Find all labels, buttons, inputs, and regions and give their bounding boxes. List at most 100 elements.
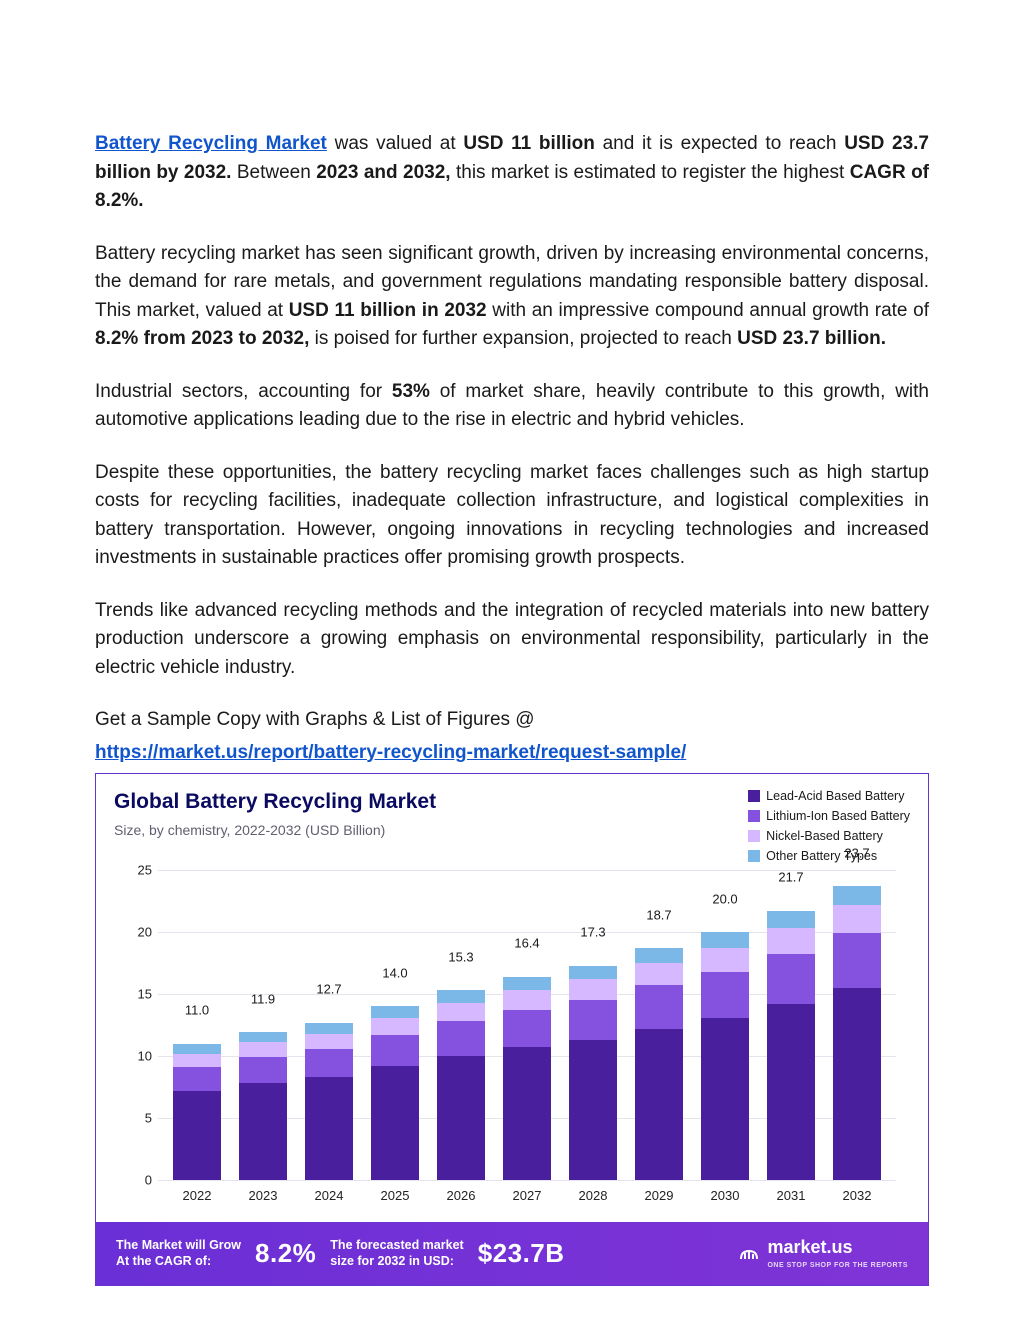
bar-column: 17.3: [569, 966, 617, 1180]
text: with an impressive compound annual growt…: [487, 300, 929, 321]
xtick-label: 2024: [305, 1186, 353, 1206]
bar-column: 16.4: [503, 977, 551, 1180]
para-4: Despite these opportunities, the battery…: [95, 459, 929, 573]
bar-value-label: 20.0: [712, 889, 737, 909]
legend-label: Lithium-Ion Based Battery: [766, 806, 910, 826]
xtick-label: 2032: [833, 1186, 881, 1206]
chart-subtitle: Size, by chemistry, 2022-2032 (USD Billi…: [114, 820, 436, 841]
brand-icon: [737, 1241, 761, 1265]
chart-legend: Lead-Acid Based BatteryLithium-Ion Based…: [748, 786, 910, 866]
bar-segment: [767, 911, 815, 928]
brand-name: market.us: [767, 1234, 908, 1261]
footer-size-value: $23.7B: [478, 1234, 565, 1273]
bar-segment: [833, 988, 881, 1180]
chart-xaxis: 2022202320242025202620272028202920302031…: [114, 1180, 910, 1216]
chart-plot: 051015202511.011.912.714.015.316.417.318…: [158, 870, 896, 1180]
bar-segment: [305, 1049, 353, 1078]
legend-item: Nickel-Based Battery: [748, 826, 910, 846]
para-5: Trends like advanced recycling methods a…: [95, 597, 929, 683]
bar-segment: [503, 977, 551, 991]
xtick-label: 2023: [239, 1186, 287, 1206]
bar-segment: [305, 1023, 353, 1034]
text: Between: [231, 162, 316, 183]
ytick-label: 15: [126, 984, 152, 1004]
bar-column: 11.9: [239, 1032, 287, 1180]
xtick-label: 2029: [635, 1186, 683, 1206]
text-bold: 8.2% from 2023 to 2032,: [95, 328, 309, 349]
ytick-label: 0: [126, 1170, 152, 1190]
bar-value-label: 14.0: [382, 963, 407, 983]
ytick-label: 10: [126, 1046, 152, 1066]
text-bold: 2023 and 2032,: [316, 162, 450, 183]
xtick-label: 2031: [767, 1186, 815, 1206]
bar-value-label: 12.7: [316, 980, 341, 1000]
legend-swatch: [748, 790, 760, 802]
link-sample-url[interactable]: https://market.us/report/battery-recycli…: [95, 742, 686, 763]
legend-swatch: [748, 850, 760, 862]
bar-segment: [437, 1056, 485, 1180]
xtick-label: 2030: [701, 1186, 749, 1206]
bar-segment: [701, 948, 749, 972]
xtick-label: 2026: [437, 1186, 485, 1206]
legend-swatch: [748, 830, 760, 842]
ytick-label: 25: [126, 860, 152, 880]
bar-segment: [371, 1018, 419, 1035]
ytick-label: 5: [126, 1108, 152, 1128]
bar-segment: [503, 1010, 551, 1047]
text-bold: USD 23.7 billion.: [737, 328, 886, 349]
bar-column: 14.0: [371, 1006, 419, 1180]
bar-segment: [437, 1021, 485, 1056]
legend-item: Other Battery Types: [748, 846, 910, 866]
bar-segment: [371, 1006, 419, 1017]
text-bold: 53%: [392, 381, 430, 402]
footer-brand: market.us ONE STOP SHOP FOR THE REPORTS: [737, 1234, 908, 1272]
chart-container: Global Battery Recycling Market Size, by…: [95, 773, 929, 1286]
text-bold: USD 11 billion: [463, 133, 595, 154]
para-1: Battery Recycling Market was valued at U…: [95, 130, 929, 216]
text: this market is estimated to register the…: [451, 162, 850, 183]
xtick-label: 2025: [371, 1186, 419, 1206]
bar-column: 23.7: [833, 886, 881, 1180]
bar-segment: [701, 1018, 749, 1180]
bar-segment: [173, 1067, 221, 1091]
bar-segment: [635, 963, 683, 985]
legend-label: Lead-Acid Based Battery: [766, 786, 904, 806]
bar-value-label: 11.9: [251, 989, 275, 1009]
bars-row: 11.011.912.714.015.316.417.318.720.021.7…: [158, 870, 896, 1180]
text: is poised for further expansion, project…: [309, 328, 737, 349]
bar-segment: [701, 972, 749, 1018]
gridline: [158, 1180, 896, 1181]
bar-column: 21.7: [767, 911, 815, 1180]
bar-column: 20.0: [701, 932, 749, 1180]
para-2: Battery recycling market has seen signif…: [95, 240, 929, 354]
link-battery-recycling[interactable]: Battery Recycling Market: [95, 133, 327, 154]
footer-size-label: The forecasted marketsize for 2032 in US…: [330, 1237, 463, 1270]
bar-value-label: 11.0: [185, 1001, 209, 1021]
xtick-label: 2022: [173, 1186, 221, 1206]
bar-value-label: 17.3: [580, 922, 605, 942]
bar-segment: [569, 1000, 617, 1040]
bar-column: 12.7: [305, 1023, 353, 1180]
bar-segment: [833, 905, 881, 934]
text: Industrial sectors, accounting for: [95, 381, 392, 402]
bar-segment: [701, 932, 749, 948]
bar-segment: [503, 1047, 551, 1180]
text: was valued at: [327, 133, 463, 154]
bar-segment: [569, 979, 617, 1000]
bar-value-label: 23.7: [844, 843, 869, 863]
chart-title: Global Battery Recycling Market: [114, 786, 436, 818]
bar-segment: [239, 1042, 287, 1057]
bar-segment: [173, 1044, 221, 1054]
bar-segment: [635, 985, 683, 1028]
para-3: Industrial sectors, accounting for 53% o…: [95, 378, 929, 435]
bar-value-label: 18.7: [646, 905, 671, 925]
bar-segment: [239, 1057, 287, 1083]
legend-swatch: [748, 810, 760, 822]
brand-tag: ONE STOP SHOP FOR THE REPORTS: [767, 1261, 908, 1272]
bar-segment: [635, 1029, 683, 1180]
bar-segment: [173, 1054, 221, 1068]
bar-value-label: 16.4: [514, 934, 539, 954]
bar-value-label: 21.7: [778, 868, 803, 888]
bar-segment: [833, 886, 881, 905]
bar-segment: [635, 948, 683, 963]
